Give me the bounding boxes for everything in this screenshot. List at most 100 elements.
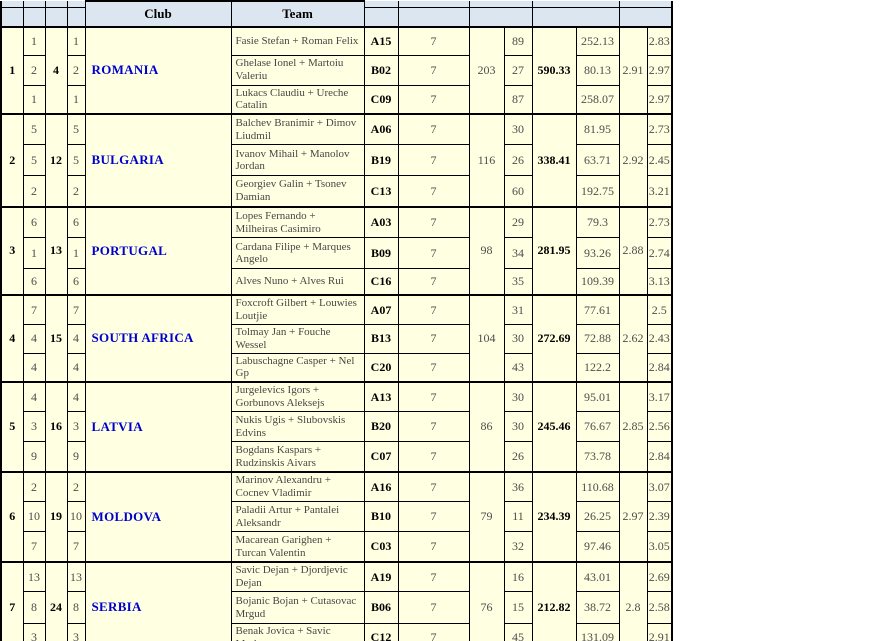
games-played-cell: 7 [397, 531, 470, 563]
sub-rank2-cell: 2 [66, 54, 86, 86]
group-total-cell: 234.39 [531, 470, 577, 563]
team-count-cell: 27 [503, 54, 533, 86]
team-code-cell: A06 [363, 112, 399, 146]
team-names-cell: Benak Jovica + Savic Marko [230, 623, 365, 641]
team-average-cell: 2.45 [646, 144, 673, 177]
sub-rank2-cell: 5 [66, 144, 86, 177]
team-code-cell: A07 [363, 293, 399, 326]
team-score-cell: 80.13 [575, 54, 620, 86]
team-score-cell: 110.68 [575, 470, 620, 503]
team-score-cell: 79.3 [575, 205, 620, 239]
group-points-cell: 16 [44, 380, 68, 473]
sub-rank-cell: 4 [22, 380, 46, 413]
team-code-cell: B20 [363, 411, 399, 443]
team-code-cell: A19 [363, 560, 399, 593]
team-score-cell: 43.01 [575, 560, 620, 593]
team-names-cell: Tolmay Jan + Fouche Wessel [230, 324, 365, 354]
team-names-cell: Georgiev Galin + Tsonev Damian [230, 175, 365, 208]
sub-rank2-cell: 10 [66, 501, 86, 533]
group-average-cell: 2.8 [618, 560, 648, 641]
country-group: 5 4 16 4 LATVIA Jurgelevics Igors + Gorb… [0, 380, 673, 473]
team-row: 4 4 Labuschagne Casper + Nel Gp C20 7 43… [1, 352, 673, 383]
team-average-cell: 2.91 [646, 623, 673, 641]
team-names-cell: Labuschagne Casper + Nel Gp [230, 352, 365, 383]
group-count-cell: 98 [468, 205, 505, 296]
group-average-cell: 2.91 [618, 26, 648, 115]
team-average-cell: 2.97 [646, 54, 673, 86]
games-played-cell: 7 [397, 112, 470, 146]
games-played-cell: 7 [397, 560, 470, 593]
games-played-cell: 7 [397, 411, 470, 443]
header-spacer-cell [0, 7, 24, 28]
team-score-cell: 192.75 [575, 175, 620, 208]
club-name-cell: MOLDOVA [84, 470, 232, 563]
team-average-cell: 3.13 [646, 268, 673, 296]
header-spacer-cell [44, 7, 68, 28]
group-average-cell: 2.62 [618, 293, 648, 383]
team-names-cell: Balchev Branimir + Dimov Liudmil [230, 112, 365, 146]
club-name-cell: BULGARIA [84, 112, 232, 208]
group-average-cell: 2.92 [618, 112, 648, 208]
sub-rank2-cell: 5 [66, 112, 86, 146]
team-score-cell: 76.67 [575, 411, 620, 443]
team-row: 2 2 Ghelase Ionel + Martoiu Valeriu B02 … [1, 54, 673, 86]
team-count-cell: 26 [503, 441, 533, 473]
group-average-cell: 2.85 [618, 380, 648, 473]
sub-rank-cell: 1 [22, 84, 46, 115]
group-total-cell: 212.82 [531, 560, 577, 641]
group-rank-cell: 5 [0, 380, 24, 473]
group-count-cell: 116 [468, 112, 505, 208]
sub-rank2-cell: 4 [66, 352, 86, 383]
club-name-cell: LATVIA [84, 380, 232, 473]
team-code-cell: C03 [363, 531, 399, 563]
team-count-cell: 31 [503, 293, 533, 326]
team-code-cell: C07 [363, 441, 399, 473]
team-names-cell: Paladii Artur + Pantalei Aleksandr [230, 501, 365, 533]
team-average-cell: 3.05 [646, 531, 673, 563]
games-played-cell: 7 [397, 84, 470, 115]
team-average-cell: 2.5 [646, 293, 673, 326]
team-code-cell: A15 [363, 26, 399, 56]
team-count-cell: 30 [503, 411, 533, 443]
team-column-header: Team [230, 0, 365, 28]
club-name-cell: SOUTH AFRICA [84, 293, 232, 383]
games-played-cell: 7 [397, 591, 470, 625]
team-score-cell: 63.71 [575, 144, 620, 177]
team-row: 4 7 15 7 SOUTH AFRICA Foxcroft Gilbert +… [0, 293, 673, 383]
group-count-cell: 79 [468, 470, 505, 563]
table-header: Club Team [0, 0, 673, 28]
games-played-cell: 7 [397, 237, 470, 270]
group-points-cell: 12 [44, 112, 68, 208]
team-names-cell: Bogdans Kaspars + Rudzinskis Aivars [230, 441, 365, 473]
group-rank-cell: 4 [0, 293, 24, 383]
team-count-cell: 45 [503, 623, 533, 641]
team-row: 7 7 Macarean Garighen + Turcan Valentin … [1, 531, 673, 563]
header-spacer-cell [531, 7, 620, 28]
team-count-cell: 30 [503, 324, 533, 354]
team-code-cell: A13 [363, 380, 399, 413]
sub-rank2-cell: 7 [66, 531, 86, 563]
sub-rank2-cell: 2 [66, 470, 86, 503]
team-names-cell: Bojanic Bojan + Cutasovac Mrgud [230, 591, 365, 625]
team-score-cell: 72.88 [575, 324, 620, 354]
team-row: 2 2 Georgiev Galin + Tsonev Damian C13 7… [1, 175, 673, 208]
team-row: 5 5 Ivanov Mihail + Manolov Jordan B19 7… [1, 144, 673, 177]
sub-rank2-cell: 1 [66, 84, 86, 115]
games-played-cell: 7 [397, 324, 470, 354]
sub-rank-cell: 7 [22, 293, 46, 326]
games-played-cell: 7 [397, 268, 470, 296]
team-average-cell: 2.83 [646, 26, 673, 56]
sub-rank-cell: 4 [22, 352, 46, 383]
country-group: 3 6 13 6 PORTUGAL Lopes Fernando + Milhe… [0, 205, 673, 296]
team-names-cell: Ghelase Ionel + Martoiu Valeriu [230, 54, 365, 86]
team-row: 8 8 Bojanic Bojan + Cutasovac Mrgud B06 … [1, 591, 673, 625]
games-played-cell: 7 [397, 26, 470, 56]
group-points-cell: 15 [44, 293, 68, 383]
team-names-cell: Macarean Garighen + Turcan Valentin [230, 531, 365, 563]
sub-rank2-cell: 3 [66, 411, 86, 443]
games-played-cell: 7 [397, 623, 470, 641]
team-score-cell: 122.2 [575, 352, 620, 383]
team-row: 4 4 Tolmay Jan + Fouche Wessel B13 7 30 … [1, 324, 673, 354]
sub-rank2-cell: 6 [66, 205, 86, 239]
team-score-cell: 131.09 [575, 623, 620, 641]
